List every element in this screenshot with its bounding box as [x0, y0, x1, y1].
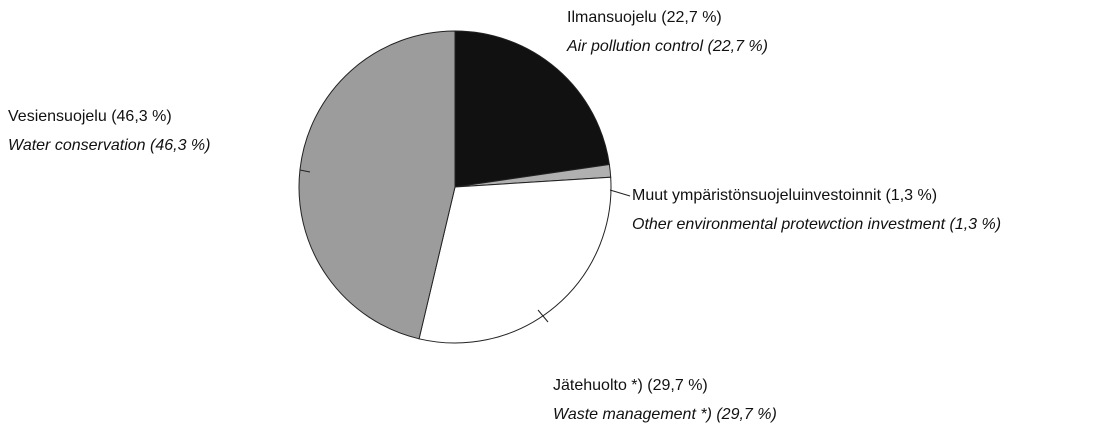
slice-label-en: Air pollution control (22,7 %)	[566, 38, 768, 55]
leader-line	[537, 309, 549, 323]
slice-label: Ilmansuojelu (22,7 %)	[567, 9, 722, 26]
pie-slice	[454, 30, 610, 188]
slice-label: Jätehuolto *) (29,7 %)	[553, 377, 708, 394]
leader-line	[299, 169, 311, 173]
slice-label-en: Water conservation (46,3 %)	[8, 137, 210, 154]
slice-label: Muut ympäristönsuojeluinvestoinnit (1,3 …	[632, 187, 937, 204]
slice-label: Vesiensuojelu (46,3 %)	[8, 108, 172, 125]
leader-line	[609, 189, 631, 197]
pie-slice	[298, 30, 456, 340]
slice-label-en: Other environmental protewction investme…	[632, 216, 1001, 233]
slice-label-en: Waste management *) (29,7 %)	[553, 406, 777, 423]
pie-slice	[418, 176, 612, 344]
